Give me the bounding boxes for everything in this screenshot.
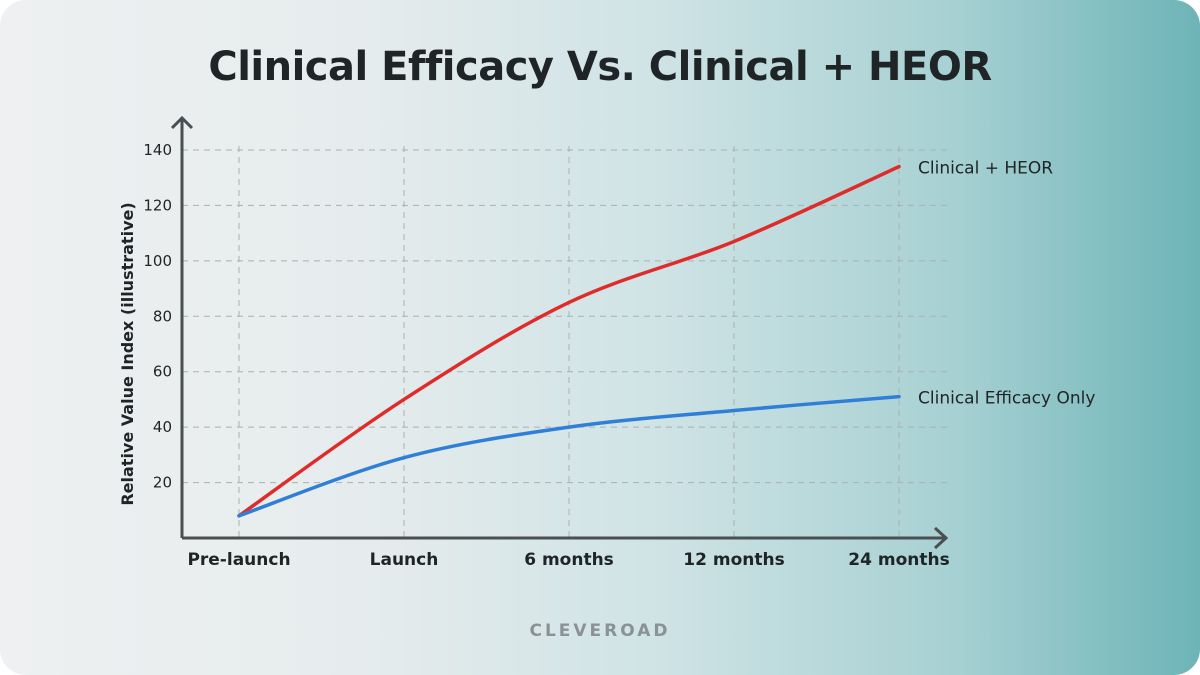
x-tick-label: 12 months [683, 550, 784, 570]
y-tick-label: 60 [153, 363, 172, 381]
series-label: Clinical + HEOR [918, 159, 1053, 179]
y-tick-label: 100 [143, 252, 172, 270]
x-tick-label: Pre-launch [187, 550, 290, 570]
y-axis [170, 115, 194, 538]
x-axis [182, 526, 949, 550]
x-tick-label: 6 months [524, 550, 614, 570]
y-tick-label: 40 [153, 418, 172, 436]
y-tick-label: 120 [143, 196, 172, 214]
y-tick-label: 80 [153, 307, 172, 325]
x-tick-label: 24 months [848, 550, 949, 570]
x-tick-label: Launch [370, 550, 439, 570]
series-line-clinical-heor [237, 164, 901, 518]
y-tick-label: 20 [153, 474, 172, 492]
series-label: Clinical Efficacy Only [918, 389, 1095, 409]
y-axis-label: Relative Value Index (illustrative) [118, 202, 137, 505]
chart-title: Clinical Efficacy Vs. Clinical + HEOR [208, 44, 992, 90]
brand-logo: CLEVEROAD [529, 621, 671, 641]
y-tick-label: 140 [143, 141, 172, 159]
series-line-clinical-efficacy-only [237, 394, 901, 518]
